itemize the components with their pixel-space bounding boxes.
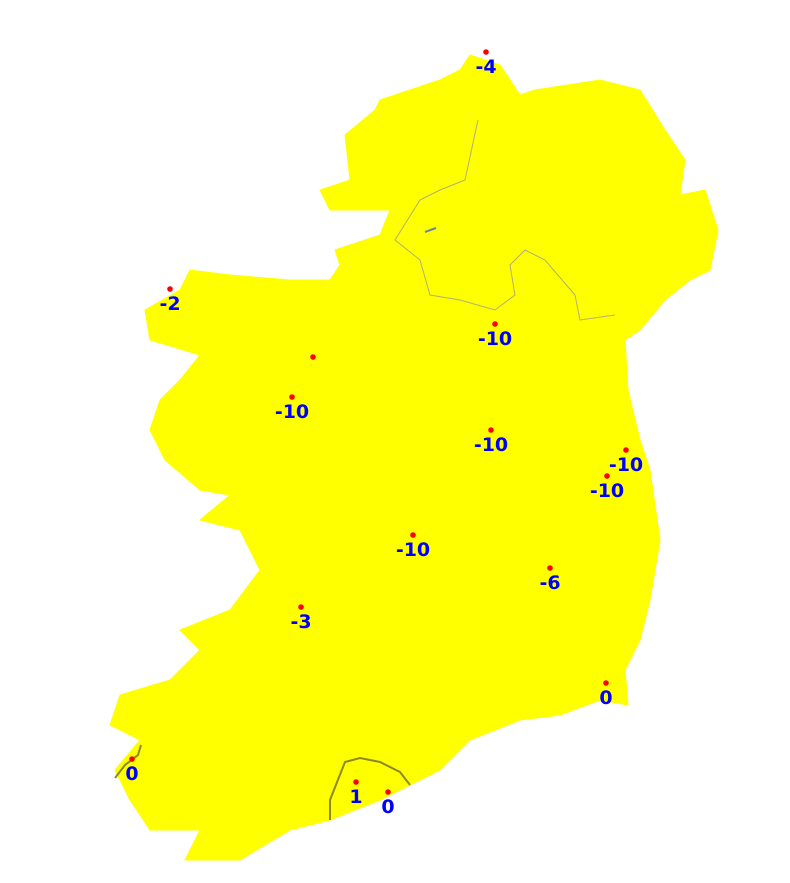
station-label: -10 — [478, 328, 512, 350]
station-point — [604, 473, 610, 479]
station-label: -10 — [275, 401, 309, 423]
station-point — [353, 779, 359, 785]
station-point — [385, 789, 391, 795]
station-point — [603, 680, 609, 686]
station-point — [492, 321, 498, 327]
lake — [424, 227, 437, 233]
station-point — [547, 565, 553, 571]
station-point — [310, 354, 316, 360]
station-label: -3 — [290, 611, 311, 633]
station-label: -10 — [590, 480, 624, 502]
station-label: 0 — [125, 763, 138, 785]
border-line — [394, 119, 616, 321]
station-label: -6 — [539, 572, 560, 594]
station-label: -4 — [475, 56, 496, 78]
station-label: 0 — [599, 687, 612, 709]
station-point — [623, 447, 629, 453]
station-label: 1 — [349, 786, 362, 808]
station-point — [488, 427, 494, 433]
station-label: -10 — [609, 454, 643, 476]
station-point — [167, 286, 173, 292]
land-ireland — [109, 54, 719, 861]
station-label: -2 — [159, 293, 180, 315]
station-point — [410, 532, 416, 538]
station-point — [298, 604, 304, 610]
station-point — [289, 394, 295, 400]
coast-line-south — [329, 756, 411, 820]
station-point — [129, 756, 135, 762]
station-point — [483, 49, 489, 55]
station-label: 0 — [381, 796, 394, 818]
station-label: -10 — [396, 539, 430, 561]
station-label: -10 — [474, 434, 508, 456]
